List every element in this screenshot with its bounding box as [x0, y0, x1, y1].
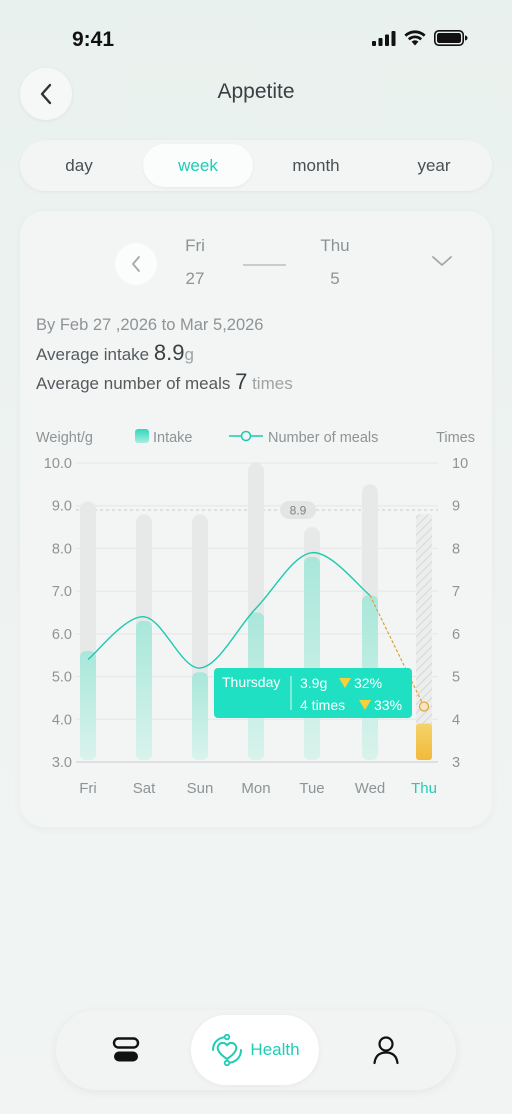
- x-tick-label: Sat: [133, 780, 156, 797]
- avg-meals-unit: times: [252, 374, 293, 393]
- average-badge-label: 8.9: [290, 503, 307, 517]
- y2-tick-label: 7: [452, 584, 460, 600]
- bottom-tab-bar: Health: [56, 1010, 456, 1090]
- range-dropdown-button[interactable]: [431, 254, 453, 272]
- legend-intake-label: Intake: [153, 430, 193, 446]
- y2-tick-label: 3: [452, 755, 460, 771]
- summary-avg-intake: Average intake 8.9g: [36, 340, 194, 366]
- y-tick-label: 4.0: [52, 712, 72, 728]
- tooltip-meals: 4 times: [300, 697, 345, 713]
- y-tick-label: 8.0: [52, 541, 72, 557]
- chevron-left-icon: [40, 83, 52, 105]
- meals-point-highlight: [418, 701, 430, 712]
- avg-intake-value: 8.9: [153, 340, 185, 365]
- status-icons: [372, 30, 468, 46]
- range-start-day: Fri: [185, 236, 205, 255]
- chevron-left-icon: [132, 256, 140, 272]
- y-tick-label: 5.0: [52, 670, 72, 686]
- x-tick-label: Thu: [411, 780, 437, 797]
- intake-bar: [192, 672, 208, 760]
- y-tick-label: 3.0: [52, 755, 72, 771]
- intake-bar: [80, 650, 96, 760]
- y2-tick-label: 9: [452, 499, 460, 515]
- range-separator: [243, 264, 286, 266]
- intake-bar: [304, 556, 320, 760]
- tab-health[interactable]: Health: [191, 1015, 319, 1085]
- y2-tick-label: 10: [452, 456, 468, 472]
- y2-tick-label: 5: [452, 670, 460, 686]
- status-bar: 9:41: [0, 0, 512, 80]
- tab-devices[interactable]: [96, 1010, 156, 1090]
- tab-day[interactable]: day: [65, 155, 93, 175]
- y-tick-label: 10.0: [44, 456, 72, 472]
- y2-tick-label: 8: [452, 541, 460, 557]
- wifi-icon: [404, 30, 426, 46]
- background-bar: [416, 514, 432, 760]
- heart-hands-icon: [212, 1034, 243, 1066]
- battery-icon: [434, 30, 468, 46]
- tooltip-meals-change: 33%: [374, 697, 402, 713]
- x-tick-label: Mon: [241, 780, 270, 797]
- appetite-chart: 3.0 4.0 5.0 6.0 7.0 8.0 9.0 10.0 3 4 5 6 7 8 9 10 Weight…: [36, 429, 475, 797]
- average-badge: [280, 500, 316, 519]
- range-start-date: 27: [185, 269, 205, 288]
- summary-avg-meals: Average number of meals 7 times: [36, 369, 293, 395]
- legend-intake-swatch: [135, 429, 149, 443]
- y-tick-label: 9.0: [52, 499, 72, 515]
- user-icon: [373, 1036, 399, 1065]
- status-time: 9:41: [72, 28, 115, 51]
- period-selector: day week month year: [20, 140, 492, 191]
- down-arrow-icon: [339, 678, 351, 688]
- y-axis-title: Weight/g: [36, 430, 93, 446]
- legend-meals-label: Number of meals: [268, 430, 378, 446]
- meals-line: [87, 551, 371, 669]
- legend-meals-marker: [240, 430, 252, 442]
- y2-tick-label: 4: [452, 712, 460, 728]
- avg-meals-label: Average number of meals: [36, 374, 231, 393]
- avg-intake-unit: g: [184, 345, 194, 364]
- y2-axis-title: Times: [436, 430, 475, 446]
- x-tick-label: Wed: [355, 780, 386, 797]
- y2-tick-label: 6: [452, 627, 460, 643]
- x-tick-label: Tue: [299, 780, 324, 797]
- tooltip-intake: 3.9g: [300, 675, 327, 691]
- range-end-day: Thu: [320, 236, 350, 255]
- summary-period: By Feb 27 ,2026 to Mar 5,2026: [36, 316, 264, 334]
- range-end-date: 5: [330, 269, 340, 288]
- back-button[interactable]: [20, 68, 72, 120]
- signal-icon: [372, 30, 396, 46]
- toggle-device-icon: [112, 1037, 140, 1062]
- avg-intake-label: Average intake: [36, 345, 150, 364]
- y-tick-label: 7.0: [52, 584, 72, 600]
- x-tick-label: Fri: [79, 780, 97, 797]
- tab-health-label: Health: [250, 1040, 300, 1059]
- header: Appetite: [0, 68, 512, 120]
- chevron-down-icon: [432, 256, 452, 266]
- down-arrow-icon: [359, 700, 371, 710]
- y-tick-label: 6.0: [52, 627, 72, 643]
- x-tick-label: Sun: [187, 780, 214, 797]
- avg-meals-value: 7: [235, 369, 248, 394]
- tab-year[interactable]: year: [417, 155, 451, 175]
- tooltip-intake-change: 32%: [354, 675, 382, 691]
- page-title: Appetite: [217, 80, 295, 103]
- tooltip-day: Thursday: [222, 674, 280, 690]
- range-prev-button[interactable]: [115, 243, 157, 285]
- meals-line-projection: [369, 595, 425, 707]
- intake-bar: [416, 723, 432, 760]
- tab-profile[interactable]: [356, 1010, 416, 1090]
- intake-bar: [136, 621, 152, 760]
- tab-month[interactable]: month: [292, 155, 340, 175]
- tab-week[interactable]: week: [143, 144, 253, 187]
